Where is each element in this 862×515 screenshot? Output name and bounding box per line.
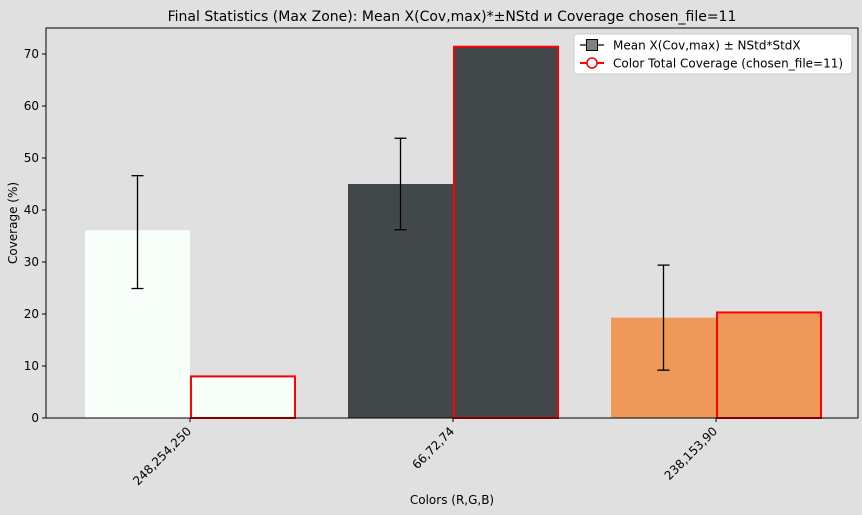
error-bars-layer xyxy=(131,137,670,371)
legend-mean-marker xyxy=(586,39,598,51)
plot-frame xyxy=(45,27,859,419)
chart-title: Final Statistics (Max Zone): Mean X(Cov,… xyxy=(168,9,737,25)
legend-coverage-marker xyxy=(586,57,598,69)
y-tick-label-3: 30 xyxy=(24,255,39,269)
legend-mean-label: Mean X(Cov,max) ± NStd*StdX xyxy=(613,39,801,53)
y-tick-label-5: 50 xyxy=(24,151,39,165)
legend-box xyxy=(573,33,853,75)
legend: Mean X(Cov,max) ± NStd*StdX Color Total … xyxy=(573,33,853,75)
y-tick-label-7: 70 xyxy=(24,47,39,61)
bar-coverage-0 xyxy=(190,375,296,419)
legend-coverage-label: Color Total Coverage (chosen_file=11) xyxy=(613,57,843,71)
y-tick-label-4: 40 xyxy=(24,203,39,217)
y-tick-label-2: 20 xyxy=(24,307,39,321)
y-axis-label: Coverage (%) xyxy=(6,182,20,264)
y-tick-label-6: 60 xyxy=(24,99,39,113)
y-tick-label-1: 10 xyxy=(24,359,39,373)
x-axis-label: Colors (R,G,B) xyxy=(410,493,494,507)
legend-entry-mean: Mean X(Cov,max) ± NStd*StdX xyxy=(580,39,801,53)
legend-entry-coverage: Color Total Coverage (chosen_file=11) xyxy=(580,57,843,71)
bar-coverage-2 xyxy=(716,311,822,419)
bar-coverage-1 xyxy=(453,45,559,419)
y-tick-label-0: 0 xyxy=(31,411,39,425)
y-axis: 0 10 20 30 40 50 60 70 xyxy=(24,47,46,425)
